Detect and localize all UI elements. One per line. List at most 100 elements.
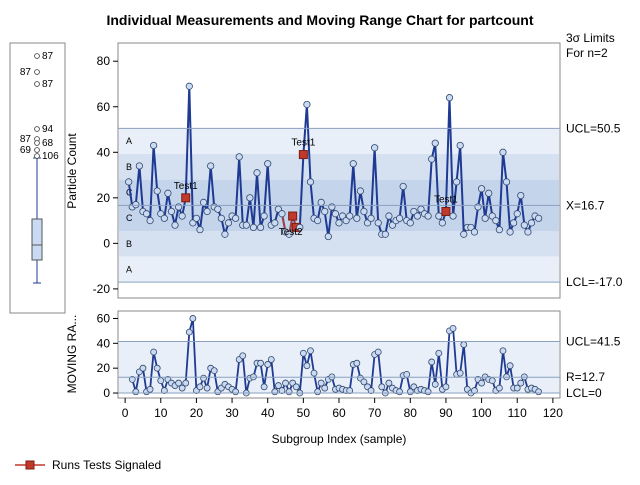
individuals-point [271,219,279,227]
limit-label: X=16.7 [566,198,605,212]
moving-range-point [506,362,514,370]
individuals-point [135,162,143,170]
moving-range-zones [119,341,559,394]
zone-band [119,230,559,257]
moving-range-point [513,384,521,392]
y-tick-label: 40 [97,145,111,159]
individuals-point [224,219,233,227]
moving-range-point [471,387,478,394]
moving-range-point [257,359,264,367]
individuals-point [535,214,543,222]
moving-range-point [431,380,439,388]
run-test-label: Test1 [291,138,315,149]
individuals-point [171,221,179,229]
moving-range-point [282,379,289,387]
moving-range-point [275,382,282,389]
legend-label: Runs Tests Signaled [52,458,161,472]
y-tick-label: 80 [97,54,111,68]
individuals-point [520,221,528,229]
zone-band [119,154,559,180]
individuals-point [492,216,500,225]
moving-range-point [178,384,186,392]
individuals-point [481,214,489,222]
box-outlier [34,69,40,75]
individuals-point [253,169,261,177]
moving-range-point [232,388,240,396]
individuals-point [453,178,461,186]
moving-range-panel: 0 20 40 60 UCL=41.5 R=12.7 LCL=0 MOVING RA... [65,310,621,400]
x-tick-label: 50 [297,406,311,420]
moving-range-point [310,369,318,377]
individuals-y-label: Particle Count [65,133,79,209]
individuals-point [513,210,521,218]
individuals-point [485,189,493,197]
zone-label: A [126,136,132,146]
moving-range-point [196,383,204,391]
moving-range-point [346,387,354,394]
individuals-point [424,212,432,220]
moving-range-point [353,359,361,367]
individuals-point [335,219,343,227]
individuals-point [303,100,311,109]
individuals-point [324,232,332,241]
individuals-point [470,228,479,236]
moving-range-point [424,388,432,396]
moving-range-limits: UCL=41.5 R=12.7 LCL=0 [118,334,621,400]
individuals-point [445,94,454,102]
run-test-marker [288,211,298,221]
individuals-point [431,139,439,147]
y-tick-label: 20 [97,361,111,375]
individuals-point [321,207,329,216]
individuals-point [428,155,436,163]
individuals-point [306,178,315,186]
x-tick-label: 110 [508,406,527,420]
box-plot-panel: 87 87 87 87 94 68 69 106 [9,42,66,314]
box-outlier [34,53,40,59]
individuals-point [314,216,322,225]
y-tick-label: 20 [97,191,111,205]
sigma-n-label: For n=2 [566,46,608,60]
individuals-point [331,210,340,218]
individuals-point [499,148,507,156]
moving-range-point [303,362,311,370]
individuals-point [150,141,158,150]
box-outlier-label: 87 [20,134,32,145]
individuals-point [196,226,204,234]
box-outlier-label: 87 [42,79,54,90]
moving-range-point [321,384,329,392]
moving-range-y-label: MOVING RA... [65,315,79,394]
moving-range-point [160,387,168,394]
y-tick-label: 0 [103,236,110,250]
moving-range-point [185,328,193,336]
moving-range-point [139,364,147,372]
box-outlier-label: 87 [20,67,32,78]
individuals-point [167,207,176,216]
moving-range-point [200,374,207,382]
run-test-marker [441,206,451,216]
moving-range-point [132,388,140,396]
box-outlier-label: 106 [42,151,59,162]
moving-range-point [378,383,386,391]
moving-range-point [442,383,450,391]
individuals-point [371,144,379,152]
individuals-point [435,212,443,220]
individuals-point [495,226,504,234]
individuals-point [517,191,525,200]
moving-range-point [478,379,485,387]
moving-range-point [535,388,543,396]
individuals-point [178,212,186,220]
box-outlier-label: 69 [20,145,32,156]
zone-label: C [126,213,133,223]
limit-label: LCL=0 [566,386,602,400]
moving-range-point [267,356,275,363]
moving-range-point [396,388,403,396]
moving-range-point [374,348,382,356]
x-tick-label: 40 [261,406,275,420]
individuals-point [203,207,211,216]
box-outlier [34,126,40,132]
moving-range-point [488,377,496,385]
individuals-point [142,210,151,218]
x-axis: 0 10 20 30 40 50 60 70 80 90 100 110 120 [122,398,563,420]
